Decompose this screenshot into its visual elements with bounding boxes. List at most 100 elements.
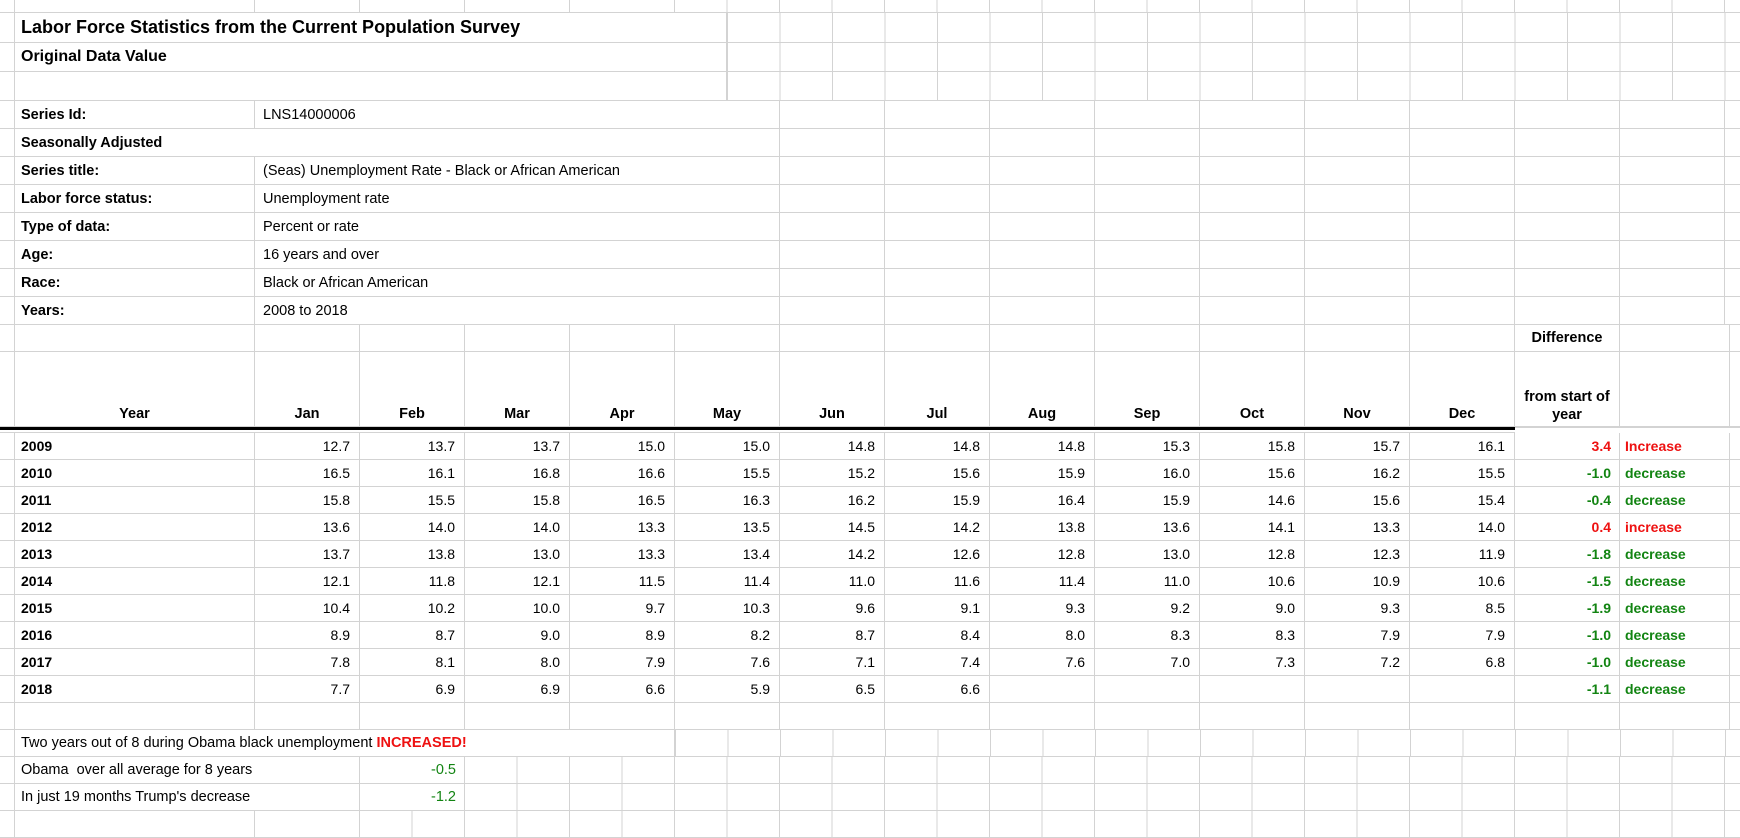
difference-cell[interactable]: 0.4	[1515, 514, 1620, 540]
value-cell[interactable]: 9.6	[780, 595, 885, 621]
year-cell[interactable]: 2016	[15, 622, 255, 648]
value-cell[interactable]: 6.8	[1410, 649, 1515, 675]
value-cell[interactable]: 7.9	[1305, 622, 1410, 648]
value-cell[interactable]: 9.7	[570, 595, 675, 621]
metadata-value[interactable]: Unemployment rate	[255, 185, 780, 212]
trend-cell[interactable]: decrease	[1620, 487, 1730, 513]
value-cell[interactable]: 7.7	[255, 676, 360, 702]
empty-cell[interactable]	[1620, 352, 1730, 426]
metadata-label[interactable]: Seasonally Adjusted	[15, 129, 780, 156]
value-cell[interactable]: 16.6	[570, 460, 675, 486]
column-header-year[interactable]: Year	[15, 352, 255, 426]
empty-cell[interactable]	[1410, 703, 1515, 729]
difference-header[interactable]: Difference	[1515, 325, 1620, 351]
value-cell[interactable]: 12.3	[1305, 541, 1410, 567]
value-cell[interactable]: 15.6	[1200, 460, 1305, 486]
value-cell[interactable]: 16.1	[1410, 433, 1515, 459]
value-cell[interactable]: 7.4	[885, 649, 990, 675]
value-cell[interactable]: 7.8	[255, 649, 360, 675]
value-cell[interactable]: 13.6	[255, 514, 360, 540]
trend-cell[interactable]: decrease	[1620, 622, 1730, 648]
value-cell[interactable]: 8.7	[780, 622, 885, 648]
value-cell[interactable]: 13.6	[1095, 514, 1200, 540]
value-cell[interactable]: 10.4	[255, 595, 360, 621]
value-cell[interactable]: 7.6	[675, 649, 780, 675]
value-cell[interactable]: 14.8	[780, 433, 885, 459]
value-cell[interactable]: 14.8	[885, 433, 990, 459]
value-cell[interactable]: 15.8	[465, 487, 570, 513]
column-header-month[interactable]: Jul	[885, 352, 990, 426]
value-cell[interactable]: 7.0	[1095, 649, 1200, 675]
column-header-month[interactable]: Mar	[465, 352, 570, 426]
value-cell[interactable]: 15.6	[1305, 487, 1410, 513]
value-cell[interactable]: 8.0	[465, 649, 570, 675]
difference-cell[interactable]: -1.9	[1515, 595, 1620, 621]
value-cell[interactable]: 8.4	[885, 622, 990, 648]
value-cell[interactable]: 16.2	[1305, 460, 1410, 486]
value-cell[interactable]: 16.1	[360, 460, 465, 486]
empty-cell[interactable]	[15, 325, 255, 351]
value-cell[interactable]: 13.3	[570, 514, 675, 540]
note-trump-decrease-label[interactable]: In just 19 months Trump's decrease	[15, 784, 360, 810]
column-header-month[interactable]: Dec	[1410, 352, 1515, 426]
value-cell[interactable]: 10.2	[360, 595, 465, 621]
value-cell[interactable]: 15.2	[780, 460, 885, 486]
value-cell[interactable]: 15.8	[255, 487, 360, 513]
column-header-month[interactable]: Jan	[255, 352, 360, 426]
empty-cell[interactable]	[360, 325, 465, 351]
empty-cell[interactable]	[885, 325, 990, 351]
column-header-month[interactable]: Oct	[1200, 352, 1305, 426]
value-cell[interactable]: 9.3	[1305, 595, 1410, 621]
empty-cell[interactable]	[1200, 325, 1305, 351]
value-cell[interactable]: 8.2	[675, 622, 780, 648]
value-cell[interactable]: 15.8	[1200, 433, 1305, 459]
value-cell[interactable]: 15.5	[360, 487, 465, 513]
empty-cell[interactable]	[15, 703, 255, 729]
empty-cell[interactable]	[465, 703, 570, 729]
value-cell[interactable]: 13.7	[465, 433, 570, 459]
value-cell[interactable]: 15.5	[675, 460, 780, 486]
value-cell[interactable]: 16.2	[780, 487, 885, 513]
value-cell[interactable]: 16.4	[990, 487, 1095, 513]
note-trump-decrease-value[interactable]: -1.2	[360, 784, 465, 810]
difference-cell[interactable]: -0.4	[1515, 487, 1620, 513]
value-cell[interactable]: 11.5	[570, 568, 675, 594]
empty-cell[interactable]	[570, 703, 675, 729]
value-cell[interactable]: 16.8	[465, 460, 570, 486]
value-cell[interactable]: 13.3	[570, 541, 675, 567]
trend-cell[interactable]: decrease	[1620, 595, 1730, 621]
trend-cell[interactable]: decrease	[1620, 649, 1730, 675]
column-header-month[interactable]: Apr	[570, 352, 675, 426]
value-cell[interactable]: 13.4	[675, 541, 780, 567]
value-cell[interactable]: 12.1	[255, 568, 360, 594]
trend-cell[interactable]: decrease	[1620, 568, 1730, 594]
value-cell[interactable]: 14.8	[990, 433, 1095, 459]
column-header-month[interactable]: Jun	[780, 352, 885, 426]
metadata-label[interactable]: Labor force status:	[15, 185, 255, 212]
empty-cell[interactable]	[1620, 325, 1730, 351]
metadata-label[interactable]: Series Id:	[15, 101, 255, 128]
value-cell[interactable]: 8.1	[360, 649, 465, 675]
value-cell[interactable]: 15.3	[1095, 433, 1200, 459]
empty-cell[interactable]	[1620, 703, 1730, 729]
value-cell[interactable]	[1410, 676, 1515, 702]
difference-cell[interactable]: 3.4	[1515, 433, 1620, 459]
trend-cell[interactable]: decrease	[1620, 676, 1730, 702]
value-cell[interactable]: 8.7	[360, 622, 465, 648]
value-cell[interactable]: 11.4	[675, 568, 780, 594]
value-cell[interactable]: 11.9	[1410, 541, 1515, 567]
empty-cell[interactable]	[360, 703, 465, 729]
value-cell[interactable]: 13.8	[360, 541, 465, 567]
empty-cell[interactable]	[780, 325, 885, 351]
column-header-month[interactable]: Aug	[990, 352, 1095, 426]
value-cell[interactable]: 13.0	[1095, 541, 1200, 567]
note-obama-average-label[interactable]: Obama over all average for 8 years	[15, 757, 360, 783]
year-cell[interactable]: 2017	[15, 649, 255, 675]
value-cell[interactable]: 8.9	[570, 622, 675, 648]
year-cell[interactable]: 2013	[15, 541, 255, 567]
value-cell[interactable]: 11.0	[1095, 568, 1200, 594]
value-cell[interactable]: 6.5	[780, 676, 885, 702]
note-obama-increase[interactable]: Two years out of 8 during Obama black un…	[15, 730, 675, 756]
value-cell[interactable]	[1200, 676, 1305, 702]
metadata-label[interactable]: Series title:	[15, 157, 255, 184]
